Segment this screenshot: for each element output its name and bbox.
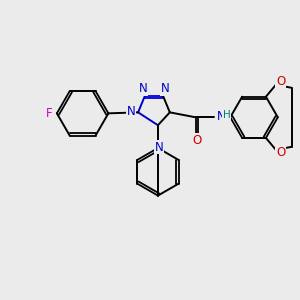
Text: O: O (276, 146, 285, 159)
Text: H: H (223, 110, 231, 120)
Text: N: N (139, 82, 147, 95)
Text: N: N (127, 105, 136, 118)
Text: O: O (192, 134, 201, 147)
Text: O: O (276, 75, 285, 88)
Text: N: N (216, 110, 225, 123)
Text: N: N (154, 140, 163, 154)
Text: N: N (160, 82, 169, 95)
Text: F: F (46, 107, 52, 120)
